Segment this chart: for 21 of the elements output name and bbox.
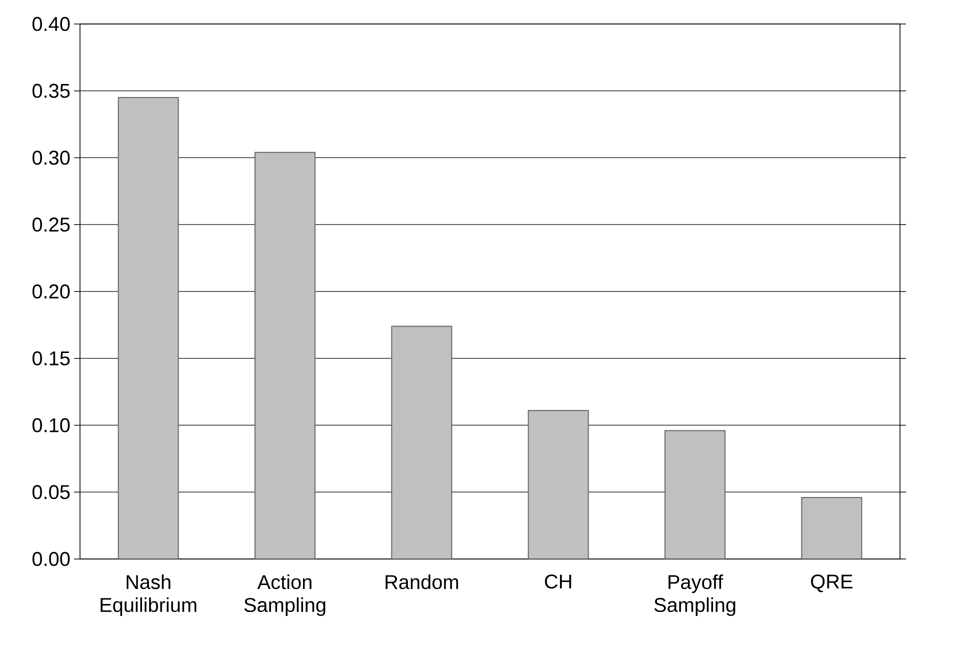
y-tick-label: 0.30 — [32, 150, 70, 165]
y-tick-label: 0.05 — [32, 485, 70, 500]
bar — [391, 326, 452, 559]
x-tick-label: Action Sampling — [244, 574, 326, 616]
bar — [528, 410, 589, 559]
bar — [118, 97, 179, 559]
x-tick-label: CH — [544, 574, 572, 589]
x-tick-label: Random — [386, 574, 458, 590]
y-tick-label: 0.00 — [32, 552, 70, 566]
y-tick-label: 0.20 — [32, 284, 70, 299]
y-tick-label: 0.15 — [32, 351, 70, 366]
bar — [254, 152, 316, 559]
x-tick-label: Payoff Sampling — [654, 574, 736, 616]
y-tick-label: 0.35 — [32, 84, 70, 98]
y-tick-label: 0.25 — [32, 218, 70, 232]
y-tick-label: 0.40 — [32, 16, 70, 32]
x-tick-label: QRE — [811, 574, 852, 592]
bar — [801, 496, 862, 559]
x-tick-label: Nash Equilibrium — [100, 574, 196, 616]
bar — [664, 430, 726, 559]
y-tick-label: 0.10 — [32, 418, 70, 432]
